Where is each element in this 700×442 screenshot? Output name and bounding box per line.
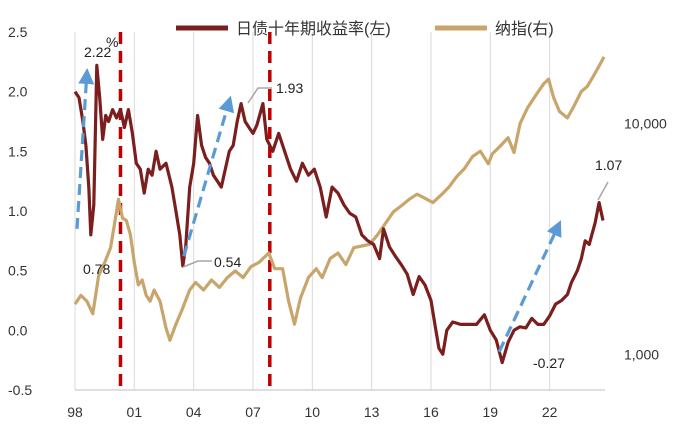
annotations: 2.22 0.78 0.54 1.93 -0.27 1.07: [83, 44, 622, 371]
legend: 日债十年期收益率(左) 纳指(右): [176, 20, 554, 38]
x-tick-label: 98: [67, 404, 83, 420]
annotation-label: 0.54: [214, 254, 241, 270]
y-left-tick-label: 0.0: [8, 322, 28, 338]
x-tick-label: 10: [305, 404, 321, 420]
annotation-leader: [182, 260, 212, 268]
gridlines: [74, 32, 551, 390]
series-lines: [73, 56, 606, 365]
annotation-label: 1.07: [595, 157, 622, 173]
legend-label: 纳指(右): [495, 20, 554, 38]
y-left-tick-label: 0.5: [8, 263, 28, 279]
y-left-tick-label: 1.5: [8, 143, 28, 159]
right-axis: 10,000 1,000: [624, 116, 667, 363]
trend-arrow: [75, 68, 95, 230]
trend-arrow: [497, 220, 562, 353]
annotation-leader: [247, 87, 272, 104]
y-left-tick-label: 2.5: [8, 24, 28, 40]
jgb-10y-yield-line: [73, 63, 605, 365]
y-left-tick-label: 2.0: [8, 84, 28, 100]
annotation-label: 2.22: [84, 44, 111, 60]
annotation-label: -0.27: [533, 355, 565, 371]
x-tick-label: 22: [542, 404, 558, 420]
x-tick-label: 13: [364, 404, 380, 420]
y-right-tick-label: 1,000: [624, 346, 659, 362]
left-axis: 2.5 2.0 1.5 1.0 0.5 0.0 -0.5: [8, 24, 32, 398]
legend-label: 日债十年期收益率(左): [236, 20, 391, 38]
x-tick-label: 04: [186, 404, 202, 420]
annotation-leader: [597, 181, 609, 201]
nasdaq-line: [73, 56, 606, 342]
x-tick-label: 01: [127, 404, 143, 420]
x-tick-label: 07: [245, 404, 261, 420]
unit-label: %: [106, 34, 118, 50]
event-lines: [118, 32, 272, 390]
trend-arrow: [182, 95, 235, 257]
x-axis: 98 01 04 07 10 13 16 19 22: [67, 389, 605, 420]
y-left-tick-label: -0.5: [8, 382, 32, 398]
y-left-tick-label: 1.0: [8, 203, 28, 219]
x-tick-label: 16: [423, 404, 439, 420]
y-right-tick-label: 10,000: [624, 116, 667, 132]
annotation-label: 0.78: [83, 261, 110, 277]
x-tick-label: 19: [483, 404, 499, 420]
annotation-label: 1.93: [276, 80, 303, 96]
trend-arrows: [75, 68, 562, 353]
